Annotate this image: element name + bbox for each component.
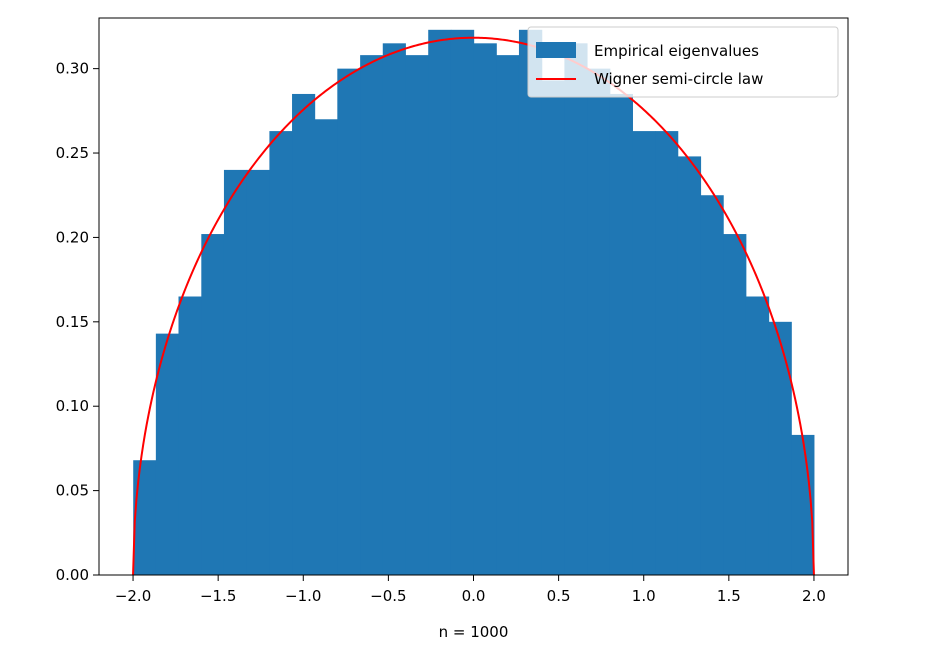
x-tick-label: 1.0 (632, 587, 656, 605)
histogram-bars (133, 29, 815, 576)
legend-box (527, 26, 839, 98)
histogram-bar (314, 119, 338, 575)
histogram-bar (133, 460, 157, 575)
y-tick-label: 0.30 (56, 60, 89, 78)
x-axis-label: n = 1000 (439, 623, 509, 641)
histogram-bar (201, 234, 225, 576)
histogram-bar (382, 43, 406, 576)
x-tick-label: 1.5 (717, 587, 741, 605)
legend-label-histogram: Empirical eigenvalues (594, 42, 759, 60)
histogram-bar (791, 434, 815, 575)
x-tick-label: 0.5 (547, 587, 571, 605)
histogram-bar (700, 195, 724, 575)
x-tick-label: −2.0 (115, 587, 151, 605)
legend: Empirical eigenvalues Wigner semi-circle … (527, 26, 839, 98)
y-tick-label: 0.00 (56, 566, 89, 584)
histogram-bar (518, 29, 543, 576)
histogram-bar (360, 55, 384, 575)
histogram-bar (428, 29, 452, 576)
histogram-bar (768, 321, 792, 575)
y-axis-ticks: 0.00 0.05 0.10 0.15 0.20 0.25 0.30 (56, 60, 99, 584)
histogram-bar (405, 55, 429, 575)
y-tick-label: 0.05 (56, 482, 89, 500)
y-tick-label: 0.25 (56, 144, 89, 162)
histogram-bar (178, 296, 202, 575)
semi-circle-curve (132, 36, 815, 576)
y-tick-label: 0.15 (56, 313, 89, 331)
histogram-bar (745, 296, 770, 575)
histogram-bar (723, 234, 747, 576)
x-tick-label: 2.0 (802, 587, 826, 605)
histogram-bar (609, 93, 633, 576)
x-tick-label: −0.5 (370, 587, 406, 605)
histogram-bar (564, 43, 588, 576)
histogram-bar (677, 156, 702, 575)
x-tick-label: −1.0 (285, 587, 321, 605)
histogram-bar (223, 169, 248, 575)
y-tick-label: 0.20 (56, 228, 89, 246)
histogram-bar (541, 80, 565, 576)
histogram-bar (337, 68, 361, 576)
x-axis-ticks: −2.0 −1.5 −1.0 −0.5 0.0 0.5 1.0 1.5 2.0 (115, 575, 826, 605)
x-tick-label: 0.0 (462, 587, 486, 605)
y-tick-label: 0.10 (56, 397, 89, 415)
x-tick-label: −1.5 (200, 587, 236, 605)
histogram-bar (587, 68, 611, 576)
histogram-bar (655, 131, 679, 575)
histogram-bar (269, 131, 293, 575)
histogram-bar (246, 169, 270, 575)
histogram-bar (473, 43, 497, 576)
histogram-bar (155, 333, 179, 575)
legend-label-line: Wigner semi-circle law (594, 70, 763, 88)
histogram-bar (632, 131, 656, 575)
legend-swatch-histogram (536, 42, 576, 58)
histogram-bar (496, 55, 520, 575)
histogram-bar (292, 93, 316, 576)
histogram-bar (450, 29, 475, 576)
